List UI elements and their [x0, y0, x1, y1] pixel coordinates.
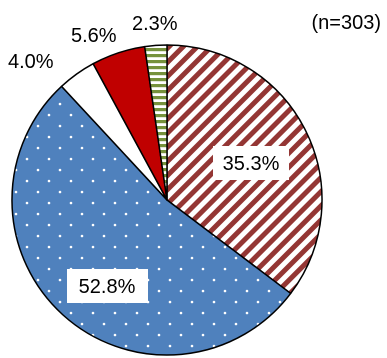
data-label-slice-3: 4.0% [8, 51, 54, 73]
label-box-slice-1 [213, 146, 289, 180]
sample-size-note: (n=303) [312, 12, 382, 34]
pie-slices [11, 44, 323, 356]
label-box-slice-2 [67, 269, 148, 303]
data-label-slice-2: 52.8% [79, 276, 136, 298]
data-label-slice-1: 35.3% [223, 153, 280, 175]
pie-slice-5 [143, 44, 168, 201]
data-label-slice-4: 5.6% [71, 25, 117, 47]
pie-data-labels: 35.3% 52.8% 4.0% 5.6% 2.3% [8, 13, 289, 303]
data-label-slice-5: 2.3% [132, 13, 178, 35]
